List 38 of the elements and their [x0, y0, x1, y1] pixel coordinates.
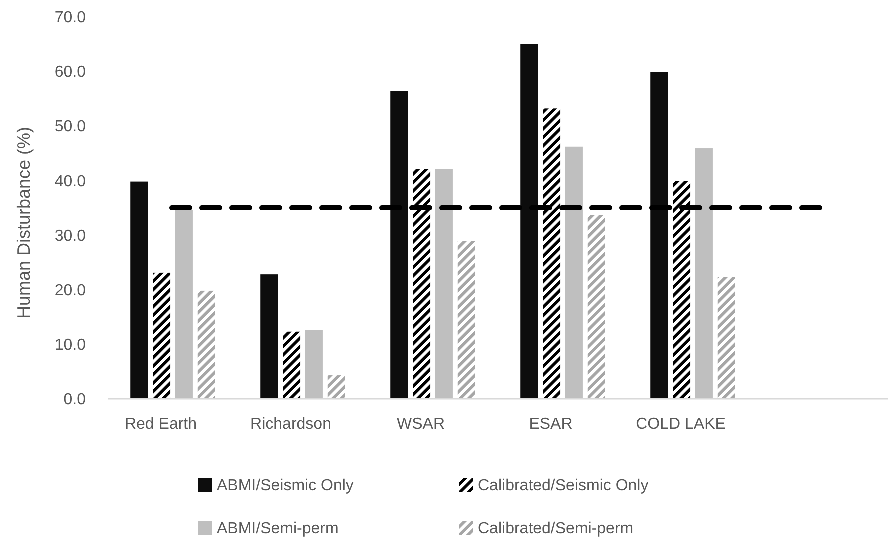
bar: [305, 330, 323, 399]
bar: [673, 181, 691, 399]
y-tick-label: 70.0: [54, 10, 86, 27]
x-tick-label: COLD LAKE: [636, 416, 726, 433]
bar: [435, 169, 453, 399]
bar: [520, 44, 538, 399]
y-tick-label: 40.0: [54, 173, 86, 190]
bar: [175, 210, 193, 399]
bar: [283, 332, 301, 399]
legend-label: Calibrated/Seismic Only: [478, 478, 649, 495]
legend-label: Calibrated/Semi-perm: [478, 520, 634, 538]
y-tick-label: 20.0: [54, 282, 86, 300]
y-tick-label: 10.0: [54, 337, 86, 354]
bar: [650, 72, 668, 399]
y-tick-label: 60.0: [54, 64, 86, 82]
bar: [565, 146, 583, 399]
bar: [328, 376, 346, 399]
bar: [695, 148, 713, 399]
legend-label: ABMI/Seismic Only: [217, 478, 354, 495]
y-tick-label: 0.0: [64, 392, 86, 409]
legend-label: ABMI/Semi-perm: [217, 520, 339, 538]
bar: [153, 272, 171, 399]
bar: [198, 290, 216, 399]
x-tick-label: ESAR: [529, 416, 573, 433]
x-tick-label: Richardson: [250, 416, 332, 433]
bar: [543, 108, 561, 399]
bar: [718, 277, 736, 399]
x-tick-label: WSAR: [397, 416, 445, 433]
y-tick-label: 30.0: [54, 228, 86, 245]
x-tick-label: Red Earth: [124, 416, 198, 433]
y-tick-label: 50.0: [54, 118, 86, 136]
bar: [260, 274, 278, 399]
bar: [458, 241, 476, 399]
bar: [390, 91, 408, 399]
bar: [413, 169, 431, 399]
y-axis-title: Human Disturbance (%): [14, 126, 34, 320]
bar: [130, 182, 148, 399]
bar: [588, 215, 606, 399]
